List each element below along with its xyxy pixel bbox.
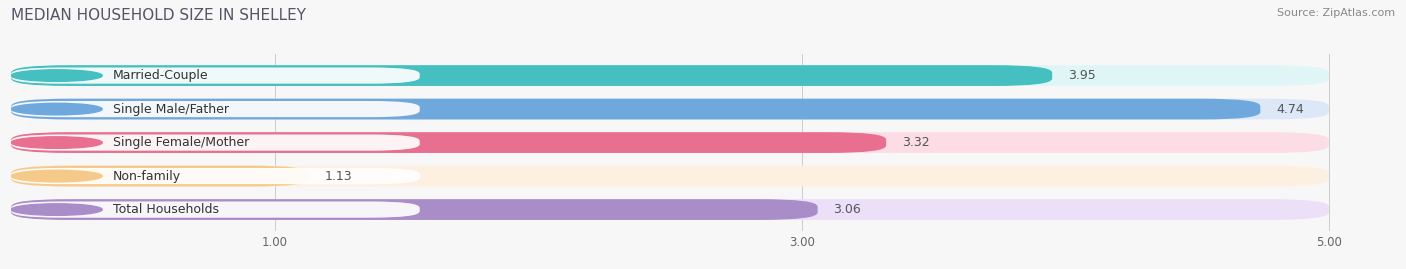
Circle shape [11, 170, 103, 182]
Text: 3.95: 3.95 [1069, 69, 1095, 82]
FancyBboxPatch shape [11, 101, 420, 117]
FancyBboxPatch shape [11, 166, 1329, 186]
FancyBboxPatch shape [11, 68, 420, 84]
Text: Source: ZipAtlas.com: Source: ZipAtlas.com [1277, 8, 1395, 18]
FancyBboxPatch shape [11, 65, 1329, 86]
Text: 3.32: 3.32 [903, 136, 929, 149]
FancyBboxPatch shape [11, 99, 1329, 119]
FancyBboxPatch shape [11, 132, 1329, 153]
Text: MEDIAN HOUSEHOLD SIZE IN SHELLEY: MEDIAN HOUSEHOLD SIZE IN SHELLEY [11, 8, 307, 23]
Text: 1.13: 1.13 [325, 169, 353, 183]
Text: 3.06: 3.06 [834, 203, 862, 216]
FancyBboxPatch shape [11, 99, 1260, 119]
FancyBboxPatch shape [11, 65, 1052, 86]
FancyBboxPatch shape [11, 166, 309, 186]
Text: Single Female/Mother: Single Female/Mother [112, 136, 249, 149]
Circle shape [11, 70, 103, 81]
FancyBboxPatch shape [11, 199, 818, 220]
FancyBboxPatch shape [11, 134, 420, 151]
Text: Single Male/Father: Single Male/Father [112, 102, 229, 116]
Circle shape [11, 137, 103, 148]
Text: Married-Couple: Married-Couple [112, 69, 208, 82]
Text: Total Households: Total Households [112, 203, 219, 216]
FancyBboxPatch shape [11, 199, 1329, 220]
Circle shape [11, 103, 103, 115]
FancyBboxPatch shape [11, 168, 420, 184]
FancyBboxPatch shape [11, 132, 886, 153]
Circle shape [11, 204, 103, 215]
Text: 4.74: 4.74 [1277, 102, 1303, 116]
Text: Non-family: Non-family [112, 169, 181, 183]
FancyBboxPatch shape [11, 201, 420, 218]
